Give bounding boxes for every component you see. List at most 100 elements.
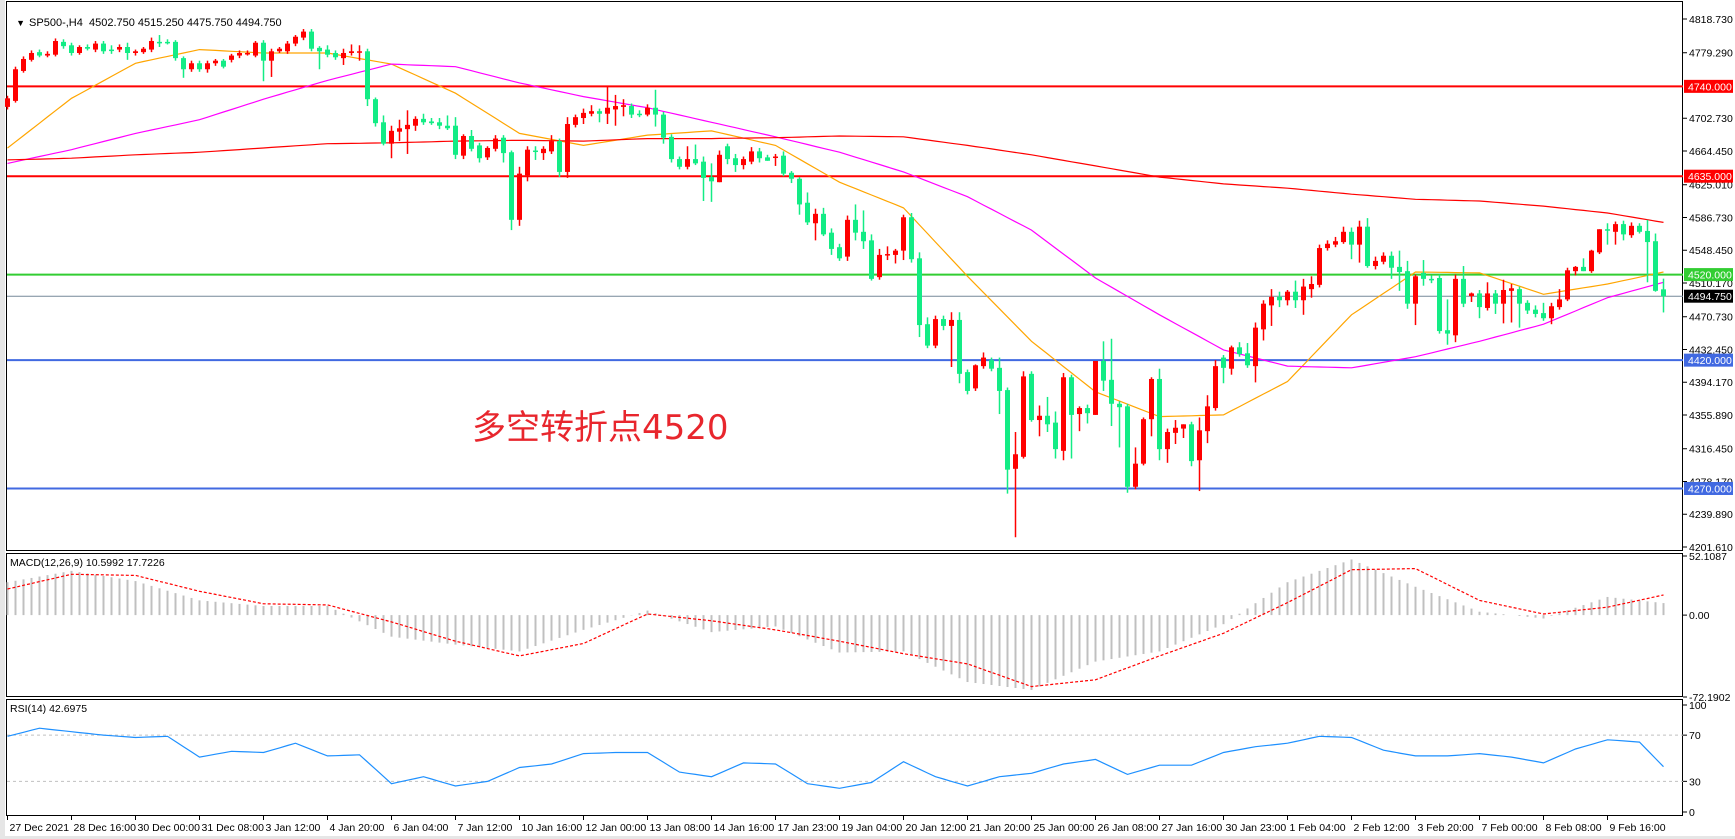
- candle-up: [1253, 327, 1258, 367]
- candle-up: [1613, 224, 1618, 232]
- candle-down: [1461, 278, 1466, 304]
- candle-down: [1293, 291, 1298, 301]
- candle-down: [693, 159, 698, 164]
- price-tick-label: 4625.010: [1689, 180, 1733, 192]
- candle-down: [125, 47, 130, 53]
- macd-signal-line: [7, 567, 1664, 688]
- candle-down: [1605, 229, 1610, 231]
- annotation-text: 多空转折点4520: [472, 408, 729, 448]
- price-tick-label: 4664.450: [1689, 146, 1733, 158]
- candle-down: [165, 41, 170, 44]
- candle-down: [757, 151, 762, 159]
- candle-up: [885, 254, 890, 256]
- candle-down: [365, 51, 370, 100]
- macd-panel[interactable]: [6, 553, 1683, 697]
- candle-down: [1237, 347, 1242, 355]
- candle-up: [285, 43, 290, 52]
- candle-down: [789, 172, 794, 179]
- candle-down: [661, 114, 666, 138]
- candle-up: [397, 128, 402, 132]
- time-axis-label: 31 Dec 08:00: [202, 822, 265, 834]
- candle-down: [1053, 422, 1058, 450]
- candle-down: [1189, 424, 1194, 462]
- candle-down: [653, 107, 658, 115]
- candle-down: [869, 240, 874, 279]
- candle-up: [1261, 303, 1266, 330]
- rsi-label: RSI(14) 42.6975: [10, 703, 88, 715]
- candle-down: [109, 49, 114, 52]
- candle-up: [973, 365, 978, 389]
- candle-down: [309, 31, 314, 49]
- candle-down: [1221, 357, 1226, 368]
- candle-down: [261, 42, 266, 61]
- candle-up: [717, 154, 722, 183]
- candle-up: [1381, 255, 1386, 262]
- candle-up: [517, 173, 522, 220]
- candle-down: [1445, 330, 1450, 334]
- candle-up: [1213, 366, 1218, 409]
- triangle-down-icon[interactable]: ▼: [16, 18, 26, 28]
- candle-up: [1357, 226, 1362, 245]
- candle-up: [581, 112, 586, 119]
- candle-down: [181, 58, 186, 70]
- candle-down: [677, 159, 682, 167]
- candle-down: [805, 202, 810, 223]
- price-tick-label: 4702.730: [1689, 113, 1733, 125]
- candle-up: [1021, 376, 1026, 457]
- candle-up: [1037, 415, 1042, 421]
- price-series: [5, 29, 1683, 538]
- candle-up: [1597, 229, 1602, 253]
- ma-fast-line: [7, 48, 1664, 418]
- candle-up: [1197, 430, 1202, 461]
- candle-up: [149, 41, 154, 50]
- price-tick-label: 4779.290: [1689, 48, 1733, 60]
- rsi-axis-label: 70: [1689, 730, 1701, 742]
- candle-up: [1549, 306, 1554, 319]
- symbol-label: SP500-,H4: [29, 17, 83, 29]
- candle-up: [1133, 463, 1138, 487]
- candle-up: [237, 52, 242, 56]
- time-axis-label: 19 Jan 04:00: [842, 822, 903, 834]
- candle-down: [157, 41, 162, 44]
- left-edge: [0, 0, 5, 839]
- candle-up: [1589, 250, 1594, 272]
- candle-up: [45, 53, 50, 56]
- candle-down: [445, 125, 450, 129]
- candle-up: [1285, 291, 1290, 301]
- candle-up: [901, 217, 906, 251]
- candle-up: [1301, 286, 1306, 301]
- candle-up: [293, 36, 298, 44]
- candle-down: [1637, 225, 1642, 232]
- price-level-label: 4635.000: [1688, 171, 1732, 183]
- bottom-edge: [0, 836, 1735, 839]
- candle-up: [1269, 296, 1274, 306]
- candle-up: [1485, 293, 1490, 308]
- candle-up: [877, 254, 882, 278]
- candle-up: [1565, 270, 1570, 300]
- candle-down: [1245, 353, 1250, 366]
- price-tick-label: 4586.730: [1689, 212, 1733, 224]
- candle-down: [557, 141, 562, 172]
- candle-down: [1029, 373, 1034, 421]
- candle-up: [205, 63, 210, 70]
- candle-up: [1165, 432, 1170, 450]
- candle-up: [773, 156, 778, 159]
- candle-down: [1405, 271, 1410, 304]
- candle-down: [1517, 289, 1522, 304]
- candle-down: [325, 49, 330, 55]
- candle-up: [405, 124, 410, 130]
- time-axis-label: 3 Jan 12:00: [266, 822, 321, 834]
- candle-up: [341, 52, 346, 59]
- candle-down: [1437, 278, 1442, 332]
- candle-down: [453, 125, 458, 155]
- rsi-axis-label: 0: [1689, 807, 1695, 819]
- candle-up: [229, 55, 234, 60]
- price-level-label: 4520.000: [1688, 270, 1732, 282]
- candle-up: [565, 124, 570, 172]
- candle-up: [53, 41, 58, 55]
- candle-down: [221, 60, 226, 67]
- macd-series: [6, 559, 1665, 690]
- rsi-panel[interactable]: [6, 699, 1683, 816]
- candle-down: [1277, 296, 1282, 301]
